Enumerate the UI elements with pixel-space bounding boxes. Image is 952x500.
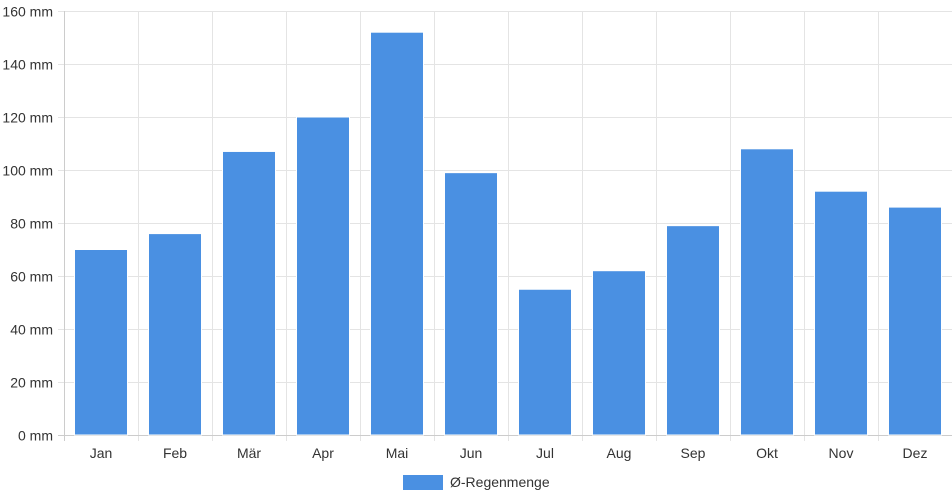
- x-tick-label: Mär: [237, 445, 261, 461]
- y-tick-label: 80 mm: [10, 216, 53, 232]
- x-tick-label: Jan: [90, 445, 113, 461]
- chart-bars: [74, 31, 942, 436]
- bar-jan[interactable]: [74, 249, 128, 436]
- y-tick-label: 20 mm: [10, 375, 53, 391]
- y-tick-label: 140 mm: [2, 57, 53, 73]
- x-tick-label: Jun: [460, 445, 483, 461]
- bar-mai[interactable]: [370, 31, 424, 436]
- bar-dez[interactable]: [888, 206, 942, 436]
- y-tick-label: 100 mm: [2, 163, 53, 179]
- y-axis-tick-labels: 0 mm 20 mm 40 mm 60 mm 80 mm 100 mm 120 mm 140 …: [2, 4, 53, 444]
- x-tick-label: Okt: [756, 445, 778, 461]
- legend-swatch: [403, 475, 443, 490]
- x-tick-label: Aug: [607, 445, 632, 461]
- bar-mär[interactable]: [222, 150, 276, 436]
- x-tick-label: Mai: [386, 445, 409, 461]
- x-tick-label: Dez: [903, 445, 928, 461]
- bar-jun[interactable]: [444, 172, 498, 436]
- x-axis-tick-labels: Jan Feb Mär Apr Mai Jun Jul Aug Sep Okt Nov Dez: [90, 445, 928, 461]
- y-tick-label: 160 mm: [2, 4, 53, 20]
- x-tick-label: Jul: [536, 445, 554, 461]
- x-tick-label: Nov: [829, 445, 854, 461]
- bar-nov[interactable]: [814, 190, 868, 436]
- y-tick-label: 40 mm: [10, 322, 53, 338]
- chart-grid: [58, 11, 952, 441]
- x-tick-label: Sep: [681, 445, 706, 461]
- legend-label: Ø-Regenmenge: [450, 474, 550, 490]
- y-tick-label: 0 mm: [18, 428, 53, 444]
- y-tick-label: 60 mm: [10, 269, 53, 285]
- bar-okt[interactable]: [740, 148, 794, 436]
- y-tick-label: 120 mm: [2, 110, 53, 126]
- bar-jul[interactable]: [518, 288, 572, 436]
- bar-apr[interactable]: [296, 116, 350, 436]
- bar-feb[interactable]: [148, 233, 202, 436]
- chart-legend[interactable]: Ø-Regenmenge: [403, 474, 550, 490]
- x-tick-label: Feb: [163, 445, 187, 461]
- chart-axes: [58, 11, 952, 441]
- bar-sep[interactable]: [666, 225, 720, 436]
- bar-aug[interactable]: [592, 270, 646, 436]
- x-tick-label: Apr: [312, 445, 334, 461]
